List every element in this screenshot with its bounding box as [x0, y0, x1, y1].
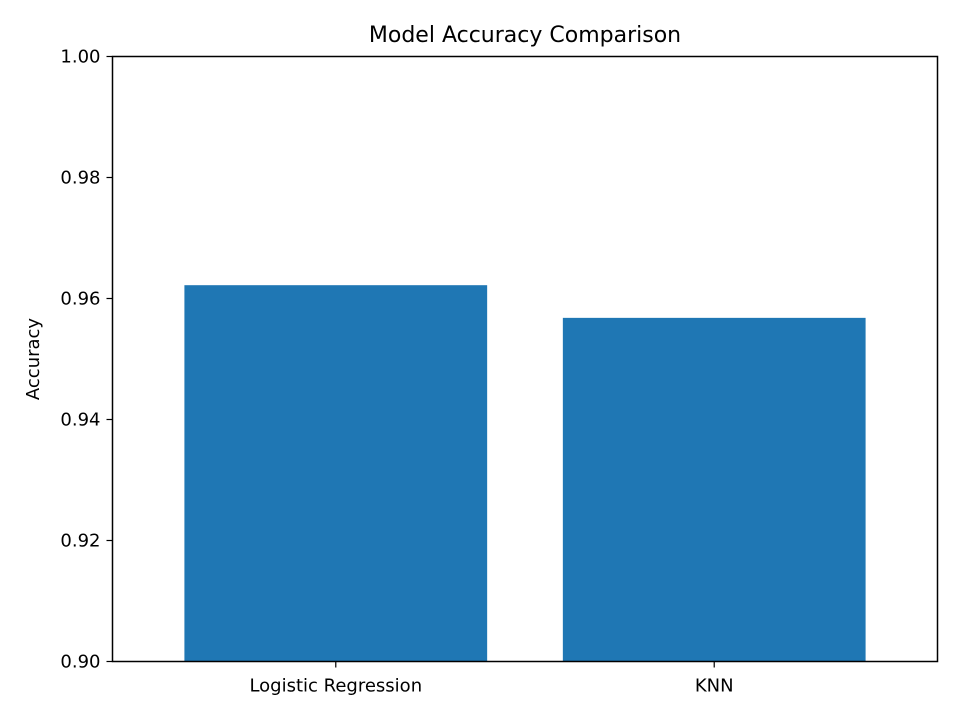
plot-frame: [111, 55, 939, 663]
y-tick-label: 0.94: [60, 410, 100, 431]
y-tick-label: 0.98: [60, 168, 100, 189]
x-axis: Logistic Regression KNN: [249, 661, 734, 697]
y-tick-label: 1.00: [60, 47, 100, 68]
bars-group: [184, 285, 866, 662]
y-tick-label: 0.96: [60, 289, 100, 310]
chart-title: Model Accuracy Comparison: [369, 23, 681, 48]
x-tick-label: KNN: [695, 676, 734, 697]
y-tick-label: 0.92: [60, 531, 100, 552]
y-axis: 0.90 0.92 0.94 0.96 0.98 1.00: [60, 47, 113, 673]
y-axis-label: Accuracy: [23, 318, 44, 401]
bar-logistic-regression: [184, 285, 488, 662]
y-tick-label: 0.90: [60, 652, 100, 673]
x-tick-label: Logistic Regression: [249, 676, 422, 697]
bar-knn: [562, 317, 866, 662]
